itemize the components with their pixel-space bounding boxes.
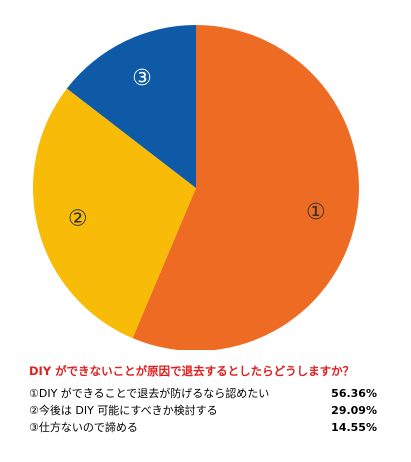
legend-value-3: 14.55% bbox=[331, 421, 377, 434]
legend-value-1: 56.36% bbox=[331, 387, 377, 400]
pie-chart: ① ② ③ bbox=[32, 25, 359, 350]
legend-row-2: ②今後は DIY 可能にすべきか検討する 29.09% bbox=[29, 402, 377, 419]
survey-question: DIY ができないことが原因で退去するとしたらどうしますか？ bbox=[29, 364, 355, 378]
pie-slice-3 bbox=[66, 25, 196, 188]
legend-label-2: ②今後は DIY 可能にすべきか検討する bbox=[29, 404, 218, 417]
legend-label-1: ①DIY ができることで退去が防げるなら認めたい bbox=[29, 387, 270, 400]
pie-slice-2 bbox=[32, 88, 197, 339]
pie-slice-label-2: ② bbox=[68, 207, 88, 232]
legend-value-2: 29.09% bbox=[331, 404, 377, 417]
legend-row-1: ①DIY ができることで退去が防げるなら認めたい 56.36% bbox=[29, 385, 377, 402]
pie-slice-label-1: ① bbox=[306, 200, 326, 225]
legend-row-3: ③仕方ないので諦める 14.55% bbox=[29, 419, 377, 436]
pie-slice-label-3: ③ bbox=[132, 66, 152, 91]
pie-slice-1 bbox=[132, 25, 359, 350]
legend-label-3: ③仕方ないので諦める bbox=[29, 421, 138, 434]
legend: ①DIY ができることで退去が防げるなら認めたい 56.36% ②今後は DIY… bbox=[29, 385, 377, 436]
